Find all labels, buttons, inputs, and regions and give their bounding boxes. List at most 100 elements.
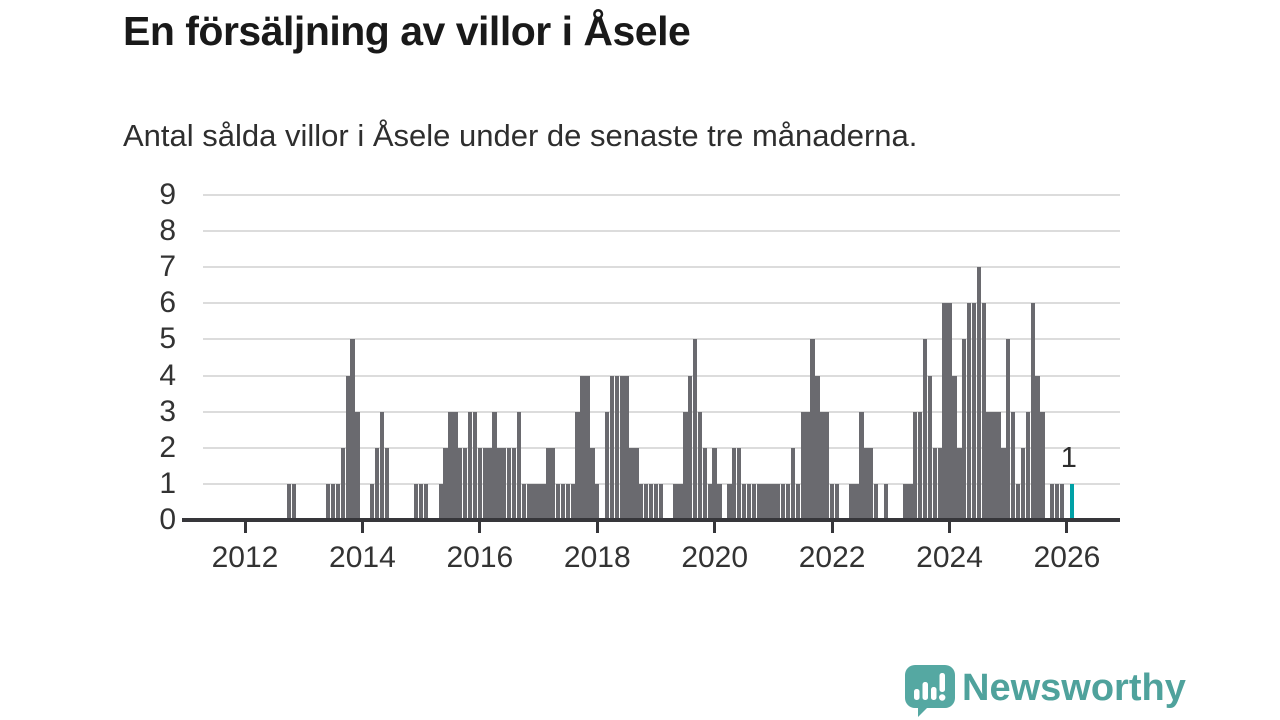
bar [1010, 411, 1016, 520]
bar [516, 411, 522, 520]
bar [697, 411, 703, 520]
bar [849, 483, 854, 520]
bar [1040, 411, 1045, 520]
bar [751, 483, 757, 520]
bar [345, 375, 350, 520]
bar [815, 375, 820, 520]
bar [717, 483, 722, 520]
bar [384, 447, 390, 520]
x-axis-tick [1065, 522, 1069, 533]
bar [418, 483, 424, 520]
bar [609, 375, 615, 520]
bar [565, 483, 571, 520]
bar [570, 483, 575, 520]
x-tick-label: 2018 [563, 541, 631, 574]
bar [1015, 483, 1021, 520]
bar [795, 483, 801, 520]
x-axis-tick [243, 522, 247, 533]
brand-logo: Newsworthy [903, 664, 1186, 720]
gridline [203, 410, 1120, 413]
bar [873, 483, 879, 520]
bar [741, 483, 747, 520]
bar [1054, 483, 1060, 520]
bar [683, 411, 688, 520]
bar [325, 483, 331, 520]
y-tick-label: 1 [159, 466, 176, 500]
bar [971, 303, 977, 520]
bar [976, 267, 982, 520]
y-tick-label: 6 [159, 286, 176, 320]
bar [330, 483, 336, 520]
bar [335, 483, 341, 520]
bar [673, 483, 678, 520]
x-axis-tick [830, 522, 834, 533]
bar [761, 483, 766, 520]
bar [864, 447, 869, 520]
bar [957, 447, 962, 520]
y-tick-label: 2 [159, 430, 176, 464]
x-axis-tick [948, 522, 952, 533]
highlight-bar [1069, 483, 1075, 520]
gridline [203, 230, 1120, 233]
bar [521, 483, 527, 520]
bar [810, 339, 815, 520]
x-tick-label: 2020 [681, 541, 749, 574]
bar [414, 483, 419, 520]
bar [619, 375, 624, 520]
bar [962, 339, 967, 520]
gridline [203, 302, 1120, 305]
bar [546, 447, 551, 520]
bar [1035, 375, 1040, 520]
bar [379, 411, 385, 520]
chart-subtitle: Antal sålda villor i Åsele under de sena… [123, 118, 918, 153]
bar [692, 339, 698, 520]
bar [585, 375, 590, 520]
x-tick-label: 2012 [211, 541, 279, 574]
bar [859, 411, 864, 520]
bar [908, 483, 913, 520]
bar [785, 483, 791, 520]
bar [423, 483, 429, 520]
bar [497, 447, 502, 520]
gridline [203, 338, 1120, 341]
x-tick-label: 2016 [446, 541, 514, 574]
bar [771, 483, 776, 520]
bar [555, 483, 561, 520]
newsworthy-logo-icon [903, 664, 956, 720]
bar [991, 411, 996, 520]
bar [922, 339, 928, 520]
y-tick-label: 7 [159, 250, 176, 284]
bar [1020, 447, 1026, 520]
bar [355, 411, 360, 520]
bar [350, 339, 355, 520]
x-tick-label: 2024 [916, 541, 983, 574]
y-tick-label: 5 [159, 322, 176, 356]
gridline [203, 446, 1120, 449]
bar [462, 447, 468, 520]
y-tick-label: 0 [159, 503, 176, 536]
bar [477, 447, 483, 520]
bar [937, 447, 942, 520]
bar [639, 483, 644, 520]
bar [438, 483, 443, 520]
bar [903, 483, 908, 520]
x-axis-tick [478, 522, 482, 533]
gridline [203, 374, 1120, 377]
bar [1025, 411, 1030, 520]
bar [790, 447, 796, 520]
bar [952, 375, 957, 520]
bar [648, 483, 654, 520]
bar [443, 447, 448, 520]
bar [340, 447, 346, 520]
brand-name: Newsworthy [962, 667, 1186, 709]
bar [688, 375, 693, 520]
x-axis-line [182, 518, 1120, 522]
bar [634, 447, 639, 520]
bar [507, 447, 512, 520]
bar [511, 447, 517, 520]
bar [996, 411, 1001, 520]
bar [575, 411, 580, 520]
page-title: En försäljning av villor i Åsele [123, 8, 691, 54]
x-axis-tick [360, 522, 364, 533]
bar [869, 447, 874, 520]
